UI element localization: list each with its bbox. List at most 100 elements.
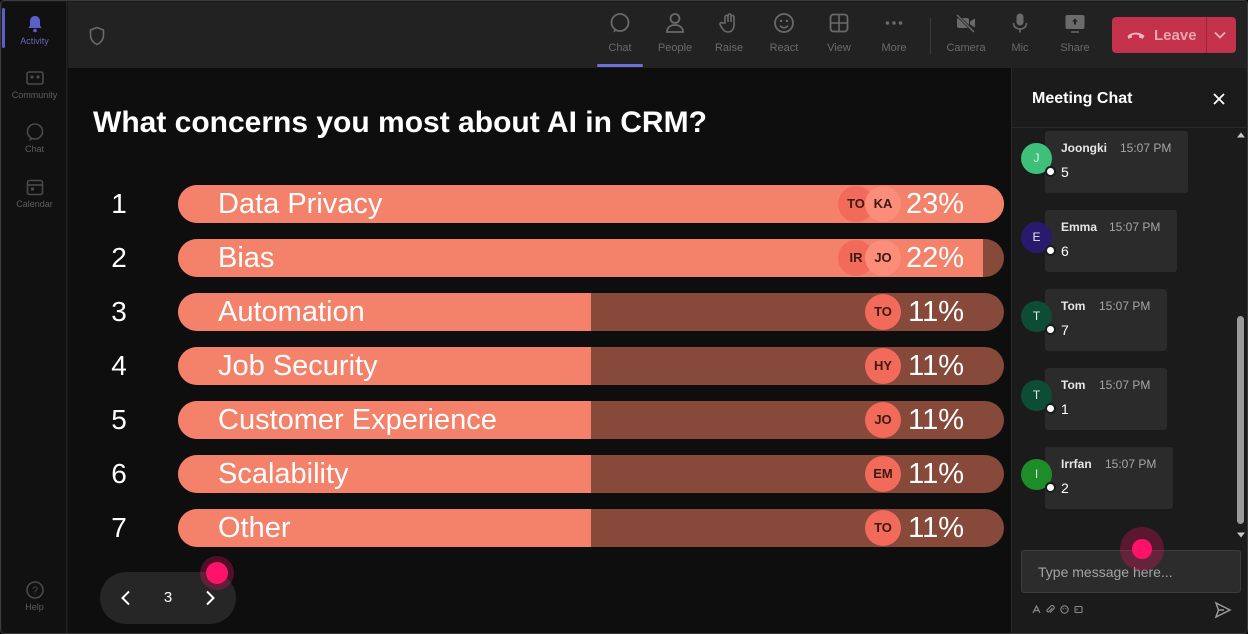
toolbar-button-label: Share [1060, 42, 1090, 54]
toolbar-camera-button[interactable]: Camera [941, 12, 991, 64]
community-icon [25, 71, 44, 85]
message-bubble: Irrfan 15:07 PM 2 [1045, 447, 1173, 509]
option-label: Scalability [218, 458, 349, 490]
message-text: 2 [1061, 480, 1069, 496]
phone-hangup-icon [1127, 32, 1145, 39]
chat-scrollbar[interactable] [1234, 128, 1247, 543]
option-label: Data Privacy [218, 188, 383, 220]
toolbar-button-label: More [881, 42, 907, 54]
toolbar-raise-button[interactable]: Raise [704, 12, 754, 64]
chat-header-divider [1012, 127, 1247, 128]
toolbar-people-button[interactable]: People [650, 12, 700, 64]
chat-message-input[interactable] [1021, 550, 1241, 593]
sender-name: Tom [1061, 378, 1086, 392]
close-icon[interactable] [1211, 91, 1227, 107]
toolbar-button-label: People [657, 42, 693, 54]
mic-icon [1012, 13, 1028, 33]
option-number: 5 [111, 404, 127, 435]
toolbar-chat-button[interactable]: Chat [595, 12, 645, 64]
rail-item-activity[interactable]: Activity [2, 14, 67, 46]
toolbar-button-label: React [769, 42, 799, 54]
sender-name: Tom [1061, 299, 1086, 313]
toolbar-react-button[interactable]: React [759, 12, 809, 64]
option-percent: 11% [908, 296, 964, 328]
toolbar-view-button[interactable]: View [814, 12, 864, 64]
option-label: Other [218, 512, 291, 544]
format-text-icon[interactable] [1032, 605, 1041, 614]
scrollbar-thumb[interactable] [1237, 316, 1244, 524]
option-number: 7 [111, 512, 127, 543]
presence-status-icon [1045, 403, 1056, 414]
message-text: 7 [1061, 322, 1069, 338]
chevron-left-icon[interactable] [118, 589, 134, 607]
leave-button[interactable]: Leave [1112, 17, 1236, 53]
attach-icon[interactable] [1046, 605, 1055, 614]
presence-status-icon [1045, 482, 1056, 493]
rail-item-label: Chat [24, 144, 44, 154]
rail-item-label: Community [11, 90, 58, 100]
option-number: 3 [111, 296, 127, 327]
chat-message: Irrfan 15:07 PM 2 I [1012, 447, 1234, 509]
toolbar-button-label: Mic [1011, 42, 1029, 54]
scroll-up-icon[interactable] [1237, 131, 1245, 139]
poll-option-row: 2 Bias 22% IR JO [68, 239, 1011, 277]
gif-icon[interactable] [1074, 605, 1083, 614]
message-text: 1 [1061, 401, 1069, 417]
chat-title: Meeting Chat [1032, 90, 1133, 107]
bell-icon [27, 16, 42, 33]
option-percent: 11% [908, 350, 964, 382]
voter-avatar: TO [865, 510, 901, 546]
voter-avatar: HY [865, 348, 901, 384]
chat-message: Tom 15:07 PM 1 T [1012, 368, 1234, 430]
option-bar-fill [178, 455, 591, 493]
option-bar: Customer Experience 11% JO [178, 401, 1004, 439]
shield-icon[interactable] [88, 26, 106, 46]
message-bubble: Tom 15:07 PM 7 [1045, 289, 1167, 351]
poll-option-row: 1 Data Privacy 23% TO KA [68, 185, 1011, 223]
voter-avatar: EM [865, 456, 901, 492]
scroll-down-icon[interactable] [1237, 531, 1245, 539]
sender-name: Joongki [1061, 141, 1108, 155]
poll-option-row: 5 Customer Experience 11% JO [68, 401, 1011, 439]
leave-divider [1206, 17, 1207, 53]
message-bubble: Emma 15:07 PM 6 [1045, 210, 1177, 272]
calendar-icon [26, 179, 43, 196]
toolbar-button-label: View [827, 42, 851, 54]
option-bar: Data Privacy 23% TO KA [178, 185, 1004, 223]
camera-off-icon [955, 13, 976, 34]
sender-name: Emma [1061, 220, 1098, 234]
rail-item-label: Activity [20, 36, 49, 46]
option-bar-fill [178, 347, 591, 385]
pointer-dot [1132, 539, 1152, 559]
emoji-icon[interactable] [1060, 605, 1069, 614]
page-number: 3 [163, 589, 173, 606]
rail-item-chat[interactable]: Chat [2, 122, 67, 154]
message-time: 15:07 PM [1105, 457, 1157, 471]
leave-label: Leave [1154, 27, 1197, 44]
presence-status-icon [1045, 245, 1056, 256]
meeting-toolbar: Chat People Raise React View More Camera [68, 2, 1247, 68]
toolbar-mic-button[interactable]: Mic [995, 12, 1045, 64]
chevron-down-icon[interactable] [1212, 28, 1228, 42]
option-bar: Automation 11% TO [178, 293, 1004, 331]
sender-name: Irrfan [1061, 457, 1092, 471]
rail-item-help[interactable]: ? Help [2, 580, 67, 612]
message-time: 15:07 PM [1109, 220, 1161, 234]
message-bubble: Joongki 15:07 PM 5 [1045, 131, 1188, 193]
people-icon [666, 13, 684, 33]
send-icon[interactable] [1214, 601, 1232, 619]
presence-status-icon [1045, 324, 1056, 335]
option-number: 1 [111, 188, 127, 219]
toolbar-more-button[interactable]: More [869, 12, 919, 64]
toolbar-share-button[interactable]: Share [1050, 12, 1100, 64]
rail-item-community[interactable]: Community [2, 68, 67, 100]
option-bar: Bias 22% IR JO [178, 239, 1004, 277]
option-percent: 11% [908, 404, 964, 436]
rail-active-indicator [2, 8, 5, 48]
rail-item-calendar[interactable]: Calendar [2, 177, 67, 209]
toolbar-button-label: Camera [946, 42, 986, 54]
chevron-right-icon[interactable] [202, 589, 218, 607]
presentation-stage: What concerns you most about AI in CRM? … [68, 68, 1011, 633]
share-icon [1065, 15, 1085, 33]
option-number: 2 [111, 242, 127, 273]
